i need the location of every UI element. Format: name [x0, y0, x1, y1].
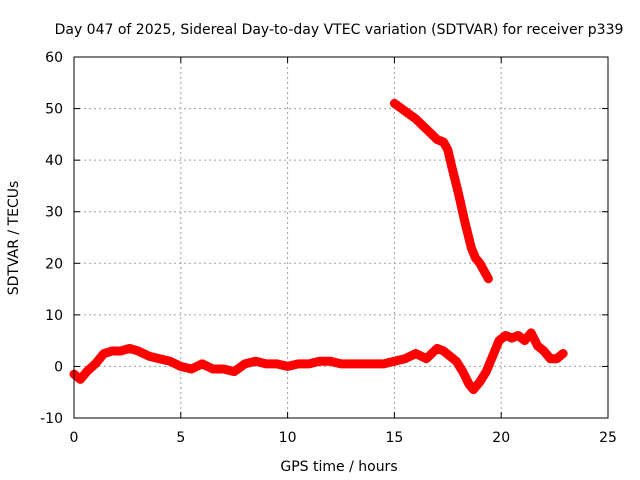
y-tick-label: 50 — [45, 102, 63, 118]
data-point — [514, 331, 523, 340]
data-point — [454, 189, 463, 198]
x-tick-label: 15 — [385, 430, 403, 446]
data-point — [443, 145, 452, 154]
data-point — [475, 377, 484, 386]
data-point — [467, 243, 476, 252]
data-point — [482, 367, 491, 376]
data-point — [390, 357, 399, 366]
data-point — [337, 359, 345, 368]
x-tick-label: 0 — [70, 430, 79, 446]
data-point — [448, 163, 457, 172]
data-point — [452, 357, 461, 366]
data-point — [411, 114, 420, 123]
data-point — [116, 346, 125, 355]
data-point — [108, 346, 117, 355]
data-point — [488, 352, 497, 361]
y-tick-label: 30 — [45, 205, 63, 221]
data-point — [422, 125, 431, 134]
data-point — [99, 349, 108, 358]
data-point — [422, 354, 431, 363]
data-point — [495, 336, 504, 345]
data-point — [198, 359, 207, 368]
data-point — [283, 362, 292, 371]
x-tick-label: 10 — [279, 430, 297, 446]
x-axis-label: GPS time / hours — [280, 459, 397, 475]
chart-title: Day 047 of 2025, Sidereal Day-to-day VTE… — [55, 22, 624, 38]
data-point — [272, 359, 281, 368]
data-point — [411, 349, 420, 358]
data-point — [480, 267, 489, 276]
data-point — [315, 357, 324, 366]
data-point — [401, 354, 410, 363]
y-tick-label: -10 — [40, 411, 63, 427]
data-point — [251, 357, 260, 366]
data-point — [134, 346, 143, 355]
data-point — [401, 107, 410, 116]
data-point — [546, 354, 555, 363]
data-point — [166, 357, 175, 366]
data-point — [439, 138, 448, 147]
data-point — [552, 354, 561, 363]
data-point — [559, 349, 568, 358]
series-group — [69, 98, 568, 395]
data-point — [533, 341, 542, 350]
data-point — [358, 359, 367, 368]
data-point — [520, 336, 529, 345]
x-ticks: 0 5 10 15 20 25 — [70, 57, 617, 446]
y-tick-label: 20 — [45, 256, 63, 272]
data-point — [208, 365, 217, 374]
data-point — [527, 328, 536, 337]
data-point — [475, 259, 484, 268]
data-point — [445, 352, 454, 361]
y-tick-label: 40 — [45, 153, 63, 169]
y-tick-label: 0 — [54, 359, 63, 375]
data-point — [369, 359, 378, 368]
y-axis-label: SDTVAR / TECUs — [6, 181, 22, 296]
data-point — [187, 365, 196, 374]
y-ticks: -10 0 10 20 30 40 50 60 — [40, 50, 608, 427]
data-point — [91, 359, 100, 368]
y-tick-label: 10 — [45, 308, 63, 324]
data-point — [539, 346, 548, 355]
data-point — [469, 385, 478, 394]
data-point — [125, 344, 134, 353]
plot-frame — [73, 56, 609, 419]
data-point — [458, 367, 467, 376]
data-point — [501, 331, 510, 340]
data-point — [76, 375, 85, 384]
data-point — [82, 367, 91, 376]
data-point — [176, 362, 185, 371]
x-tick-label: 5 — [176, 430, 185, 446]
data-point — [240, 359, 249, 368]
data-point — [230, 367, 239, 376]
data-point — [294, 359, 303, 368]
data-point — [433, 344, 442, 353]
x-tick-label: 25 — [599, 430, 617, 446]
data-point — [144, 352, 153, 361]
data-point — [304, 359, 313, 368]
data-point — [347, 359, 356, 368]
data-point — [439, 346, 448, 355]
series-line — [389, 98, 493, 284]
x-tick-label: 20 — [492, 430, 510, 446]
data-point — [155, 354, 164, 363]
data-point — [507, 334, 516, 343]
data-point — [262, 359, 271, 368]
data-point — [390, 99, 399, 108]
data-point — [433, 135, 442, 144]
data-point — [326, 357, 335, 366]
data-point — [219, 365, 228, 374]
data-point — [484, 274, 493, 283]
y-tick-label: 60 — [45, 50, 63, 66]
data-point — [460, 218, 469, 227]
data-point — [379, 359, 388, 368]
